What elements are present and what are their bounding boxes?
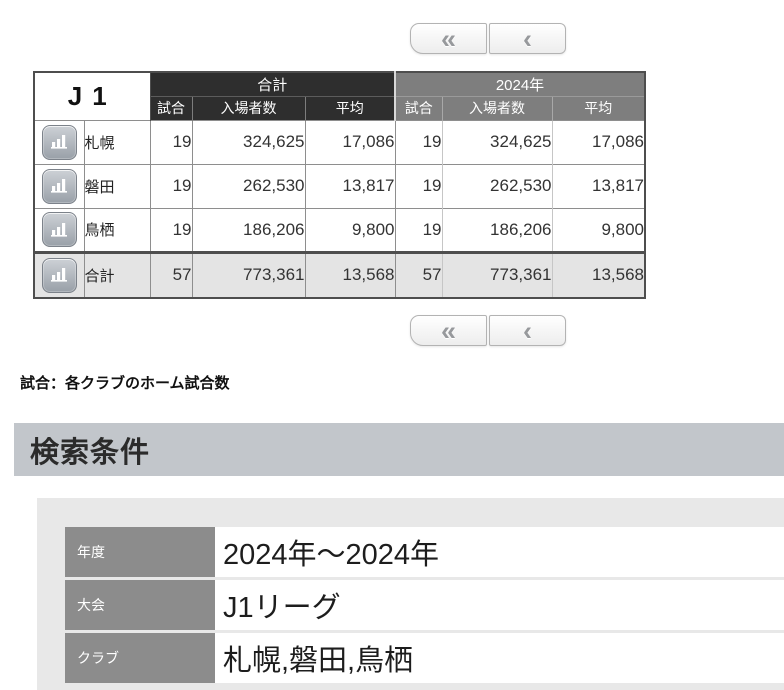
chart-button-cell bbox=[34, 207, 85, 252]
total-matches-cell: 19 bbox=[150, 119, 193, 164]
bar-chart-icon bbox=[50, 264, 69, 286]
year-matches-cell: 57 bbox=[395, 250, 443, 298]
club-name-cell: 合計 bbox=[84, 250, 151, 298]
condition-row-club: クラブ 札幌,磐田,鳥栖 bbox=[65, 633, 784, 683]
year-matches-cell: 19 bbox=[395, 207, 443, 252]
table-row-iwata: 磐田 19 262,530 13,817 19 262,530 13,817 bbox=[34, 163, 645, 208]
total-attendance-cell: 186,206 bbox=[192, 207, 306, 252]
chart-button-cell bbox=[34, 163, 85, 208]
chart-button[interactable] bbox=[41, 168, 77, 204]
chart-button[interactable] bbox=[41, 212, 77, 247]
condition-value: 札幌,磐田,鳥栖 bbox=[215, 633, 784, 683]
condition-row-competition: 大会 J1リーグ bbox=[65, 580, 784, 630]
league-header: J1 bbox=[34, 72, 151, 120]
chart-button-cell bbox=[34, 250, 85, 298]
total-attendance-cell: 324,625 bbox=[192, 119, 306, 164]
bar-chart-icon bbox=[50, 219, 69, 241]
year-average-cell: 9,800 bbox=[552, 207, 645, 252]
total-average-cell: 13,568 bbox=[305, 250, 396, 298]
year-matches-cell: 19 bbox=[395, 119, 443, 164]
search-conditions-header: 検索条件 bbox=[14, 423, 784, 476]
total-average-cell: 13,817 bbox=[305, 163, 396, 208]
total-matches-cell: 57 bbox=[150, 250, 193, 298]
pager-prev-button[interactable]: ‹ bbox=[489, 315, 566, 346]
pager-first-button[interactable]: « bbox=[410, 315, 487, 346]
table-row-sapporo: 札幌 19 324,625 17,086 19 324,625 17,086 bbox=[34, 119, 645, 164]
total-matches-cell: 19 bbox=[150, 163, 193, 208]
pager-first-button[interactable]: « bbox=[410, 23, 487, 54]
attendance-table: J1 合計 2024年 試合 入場者数 平均 試合 入場者数 平均 札幌 19 … bbox=[33, 71, 646, 299]
subheader-total-attendance: 入場者数 bbox=[191, 95, 305, 120]
section-title: 検索条件 bbox=[30, 436, 151, 469]
year-attendance-cell: 773,361 bbox=[442, 250, 553, 298]
year-attendance-cell: 186,206 bbox=[442, 207, 553, 252]
bar-chart-icon bbox=[50, 131, 69, 153]
condition-label: 年度 bbox=[65, 527, 215, 577]
subheader-year-matches: 試合 bbox=[394, 95, 442, 120]
total-average-cell: 17,086 bbox=[305, 119, 396, 164]
year-average-cell: 13,568 bbox=[552, 250, 645, 298]
year-attendance-cell: 324,625 bbox=[442, 119, 553, 164]
subheader-total-average: 平均 bbox=[304, 95, 395, 120]
table-row-total: 合計 57 773,361 13,568 57 773,361 13,568 bbox=[34, 250, 645, 298]
subheader-total-matches: 試合 bbox=[149, 95, 192, 120]
year-average-cell: 13,817 bbox=[552, 163, 645, 208]
year-average-cell: 17,086 bbox=[552, 119, 645, 164]
table-row-tosu: 鳥栖 19 186,206 9,800 19 186,206 9,800 bbox=[34, 207, 645, 252]
club-name-cell: 鳥栖 bbox=[84, 207, 151, 252]
total-average-cell: 9,800 bbox=[305, 207, 396, 252]
pager-top: « ‹ bbox=[410, 23, 566, 54]
total-attendance-cell: 773,361 bbox=[192, 250, 306, 298]
year-matches-cell: 19 bbox=[395, 163, 443, 208]
total-attendance-cell: 262,530 bbox=[192, 163, 306, 208]
condition-label: クラブ bbox=[65, 633, 215, 683]
chart-button[interactable] bbox=[41, 257, 77, 293]
group-header-year: 2024年 bbox=[394, 72, 645, 96]
pager-prev-button[interactable]: ‹ bbox=[489, 23, 566, 54]
chart-button[interactable] bbox=[41, 124, 77, 160]
pager-bottom: « ‹ bbox=[410, 315, 566, 346]
year-attendance-cell: 262,530 bbox=[442, 163, 553, 208]
search-conditions-box: 年度 2024年～2024年 大会 J1リーグ クラブ 札幌,磐田,鳥栖 bbox=[37, 498, 784, 690]
club-name-cell: 札幌 bbox=[84, 119, 151, 164]
bar-chart-icon bbox=[50, 175, 69, 197]
subheader-year-average: 平均 bbox=[551, 95, 645, 120]
condition-row-year: 年度 2024年～2024年 bbox=[65, 527, 784, 577]
note-text: 試合：各クラブのホーム試合数 bbox=[20, 375, 230, 392]
total-matches-cell: 19 bbox=[150, 207, 193, 252]
condition-label: 大会 bbox=[65, 580, 215, 630]
club-name-cell: 磐田 bbox=[84, 163, 151, 208]
subheader-year-attendance: 入場者数 bbox=[441, 95, 552, 120]
condition-value: 2024年～2024年 bbox=[215, 527, 784, 577]
group-header-total: 合計 bbox=[150, 72, 395, 96]
condition-value: J1リーグ bbox=[215, 580, 784, 630]
chart-button-cell bbox=[34, 119, 85, 164]
